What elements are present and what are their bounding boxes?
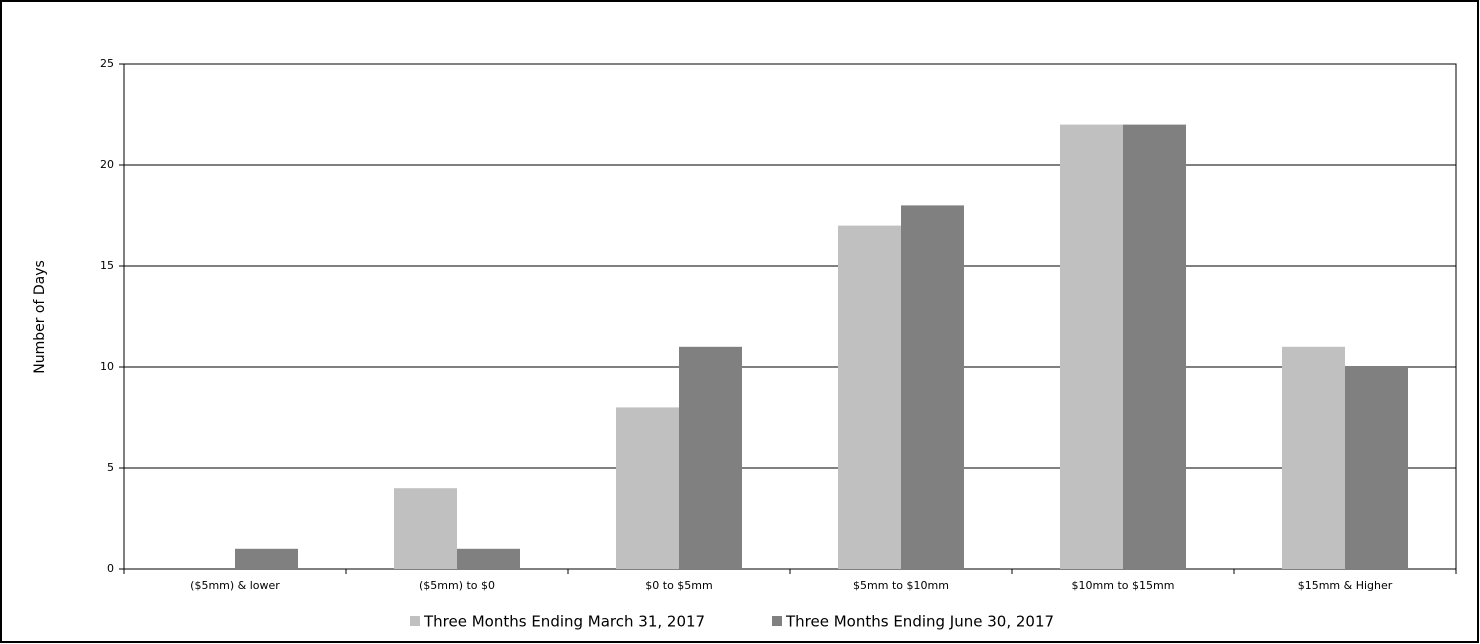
y-tick-label: 25 bbox=[100, 57, 114, 70]
y-tick-label: 15 bbox=[100, 259, 114, 272]
legend-swatch bbox=[772, 616, 782, 626]
bar bbox=[394, 488, 457, 569]
x-tick-label: $0 to $5mm bbox=[645, 579, 712, 592]
legend-swatch bbox=[410, 616, 420, 626]
y-tick-label: 0 bbox=[107, 562, 114, 575]
x-tick-label: $10mm to $15mm bbox=[1072, 579, 1175, 592]
x-tick-label: $15mm & Higher bbox=[1298, 579, 1393, 592]
legend-text: Three Months Ending June 30, 2017 bbox=[785, 613, 1054, 631]
bar bbox=[1282, 346, 1345, 569]
bar bbox=[901, 205, 964, 569]
y-tick-label: 20 bbox=[100, 158, 114, 171]
bar bbox=[235, 548, 298, 569]
bar bbox=[838, 225, 901, 569]
y-tick-label: 5 bbox=[107, 461, 114, 474]
bar bbox=[1123, 124, 1186, 569]
y-axis-title: Number of Days bbox=[32, 260, 48, 374]
bar bbox=[616, 407, 679, 569]
bar bbox=[457, 548, 520, 569]
x-tick-label: ($5mm) & lower bbox=[190, 579, 280, 592]
x-tick-label: ($5mm) to $0 bbox=[419, 579, 495, 592]
y-tick-label: 10 bbox=[100, 360, 114, 373]
bar bbox=[1345, 367, 1408, 569]
legend-text: Three Months Ending March 31, 2017 bbox=[423, 613, 705, 631]
x-tick-label: $5mm to $10mm bbox=[853, 579, 949, 592]
bar bbox=[679, 346, 742, 569]
bar bbox=[1060, 124, 1123, 569]
